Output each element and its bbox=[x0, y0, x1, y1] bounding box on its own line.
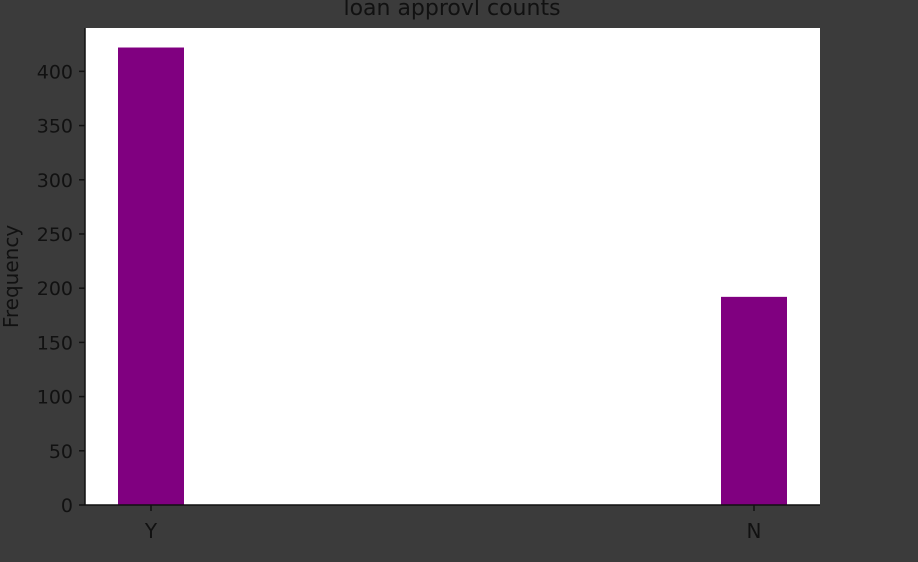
y-axis: 0 50 100 150 200 250 300 350 400 bbox=[37, 28, 86, 517]
y-tick-label: 0 bbox=[61, 495, 73, 517]
y-axis-label: Frequency bbox=[0, 225, 23, 328]
y-tick-label: 250 bbox=[37, 224, 73, 246]
chart-title: loan approvl counts bbox=[343, 0, 560, 21]
y-tick-label: 350 bbox=[37, 116, 73, 138]
y-tick-label: 150 bbox=[37, 332, 73, 354]
y-tick-label: 100 bbox=[37, 387, 73, 409]
bar-y bbox=[118, 47, 184, 505]
y-tick-label: 50 bbox=[49, 441, 73, 463]
bar-n bbox=[721, 296, 787, 505]
plot-area bbox=[85, 28, 820, 505]
x-tick-label: Y bbox=[144, 519, 158, 543]
bars-group bbox=[118, 47, 787, 505]
x-tick-label: N bbox=[747, 519, 762, 543]
y-tick-label: 400 bbox=[37, 61, 73, 83]
y-tick-label: 200 bbox=[37, 278, 73, 300]
y-tick-label: 300 bbox=[37, 170, 73, 192]
